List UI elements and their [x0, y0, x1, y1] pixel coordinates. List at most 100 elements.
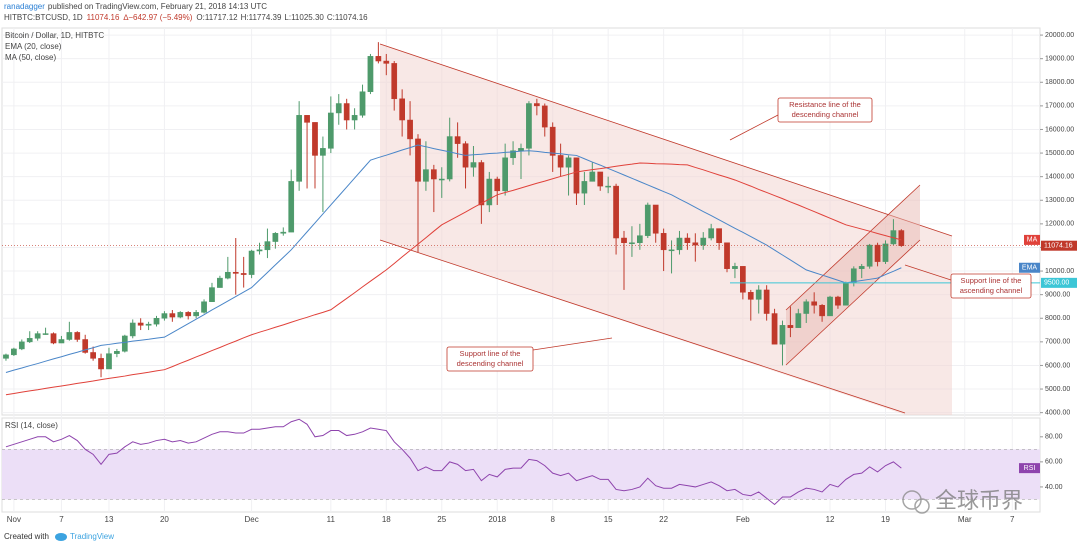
author-link[interactable]: ranadagger: [4, 2, 45, 11]
candle-body: [121, 335, 128, 352]
annotation-text: Support line of the: [961, 276, 1022, 285]
published-text: published on TradingView.com, February 2…: [48, 2, 267, 11]
candle-body: [169, 313, 176, 318]
candle-body: [843, 282, 849, 306]
candle-body: [605, 185, 612, 188]
callout: [904, 264, 952, 281]
symbol-line: HITBTC:BTCUSD, 1D 11074.16 ∆−642.97 (−5.49…: [4, 13, 368, 22]
x-tick-label: Feb: [736, 515, 750, 524]
candle-body: [874, 244, 881, 262]
candle-body: [26, 338, 33, 343]
candle-body: [351, 115, 358, 121]
candle-body: [676, 237, 683, 251]
candle-body: [747, 292, 754, 300]
x-tick-label: 15: [604, 515, 613, 524]
candle-body: [787, 325, 794, 328]
candle-body: [478, 162, 485, 206]
candle-body: [446, 136, 453, 180]
candle-body: [803, 301, 810, 314]
candle-body: [518, 148, 524, 151]
annotation-box: [950, 273, 1032, 299]
line-tag: [1019, 262, 1040, 273]
x-tick-label: Nov: [7, 515, 21, 524]
annotation-text: Support line of the: [460, 349, 521, 358]
annotation-text: ascending channel: [960, 286, 1023, 295]
y-tick-label: 4000.00: [1045, 409, 1070, 416]
candle-body: [391, 63, 398, 100]
x-tick-label: Mar: [958, 515, 972, 524]
candle-body: [367, 56, 374, 92]
x-tick-label: 11: [327, 515, 336, 524]
candle-body: [129, 322, 136, 337]
candle-body: [438, 178, 445, 181]
candle-body: [66, 332, 73, 340]
x-tick-label: 13: [105, 515, 114, 524]
indicator-line: [5, 144, 902, 373]
candle-body: [114, 351, 120, 354]
candle-body: [232, 271, 239, 274]
candle-body: [407, 119, 413, 140]
candle-body: [486, 178, 493, 206]
candle-body: [415, 138, 421, 182]
candle-body: [304, 115, 310, 123]
watermark-text: 全球币界: [935, 488, 1023, 513]
rsi-title: RSI (14, close): [5, 421, 58, 430]
y-tick-label: 60.00: [1045, 459, 1063, 466]
candle-body: [835, 296, 841, 306]
candle-body: [201, 301, 207, 313]
annotations: Resistance line of the descending channe…: [446, 97, 1032, 372]
price-pane: [1, 27, 1041, 416]
x-tick-label: 7: [59, 515, 64, 524]
candle-body: [573, 157, 580, 194]
annotation-box: [777, 97, 873, 123]
candle-body: [470, 162, 477, 168]
legend-title: Bitcoin / Dollar, 1D, HITBTC: [5, 31, 104, 40]
last-price-label: 11074.16: [1044, 243, 1073, 250]
watermark: 全球币界: [902, 488, 1023, 514]
y-tick-label: 80.00: [1045, 434, 1063, 441]
candle-body: [898, 230, 905, 246]
candle-body: [716, 228, 722, 243]
y-tick-label: 9000.00: [1045, 291, 1070, 298]
candle-body: [454, 136, 461, 144]
candle-body: [510, 150, 516, 159]
candle-body: [811, 301, 818, 306]
candle-body: [288, 181, 295, 233]
y-tick-label: 6000.00: [1045, 362, 1070, 369]
candle-body: [740, 266, 746, 293]
candle-body: [264, 241, 271, 251]
y-tick-label: 7000.00: [1045, 339, 1070, 346]
callout: [532, 337, 613, 351]
y-tick-label: 40.00: [1045, 484, 1063, 491]
candle-body: [724, 242, 730, 269]
x-tick-label: 18: [382, 515, 391, 524]
candle-body: [177, 312, 184, 318]
candle-body: [771, 313, 778, 345]
rsi-tag-label: RSI: [1024, 465, 1036, 472]
candle-body: [565, 157, 572, 168]
candle-body: [549, 126, 556, 156]
footer-brand[interactable]: TradingView: [70, 532, 114, 541]
candle-body: [668, 249, 675, 252]
y-tick-label: 14000.00: [1045, 174, 1074, 181]
candle-body: [248, 250, 255, 275]
watermark-icon: [902, 490, 922, 510]
candle-body: [272, 233, 279, 242]
candle-body: [106, 353, 112, 370]
candle-body: [660, 233, 667, 251]
x-tick-label: 22: [659, 515, 668, 524]
candle-body: [700, 237, 707, 246]
x-tick-label: Dec: [244, 515, 258, 524]
candle-body: [866, 244, 873, 267]
legend-entry: EMA (20, close): [5, 42, 62, 51]
ohlc: O:11717.12: [196, 13, 238, 22]
line-tag-label: MA: [1027, 237, 1038, 244]
candle-body: [42, 333, 49, 335]
candle-body: [82, 339, 89, 353]
x-tick-label: 12: [826, 515, 835, 524]
x-tick-label: 20: [160, 515, 169, 524]
candle-body: [644, 204, 651, 236]
candle-body: [193, 312, 199, 317]
